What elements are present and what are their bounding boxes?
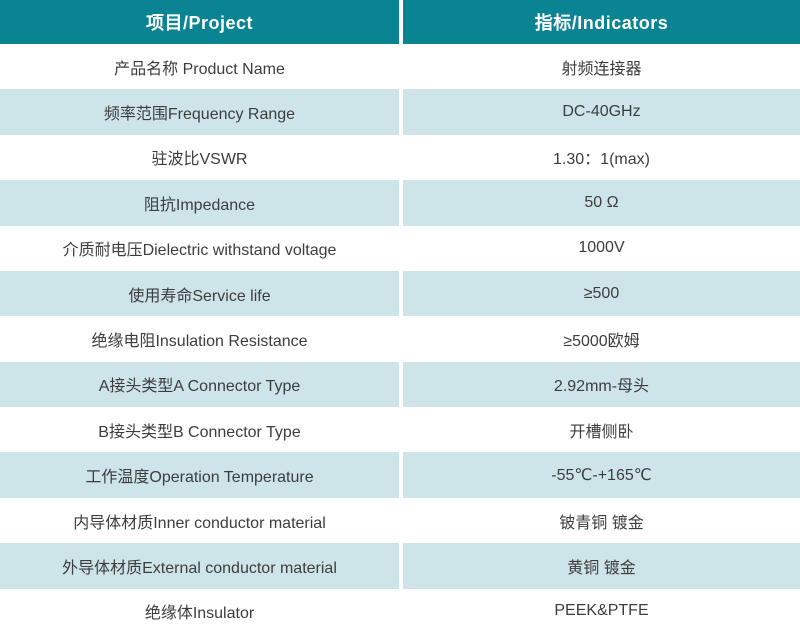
table-row: A接头类型A Connector Type 2.92mm-母头 (0, 361, 800, 408)
indicator-cell: 开槽侧卧 (403, 407, 800, 453)
project-cell: 产品名称 Product Name (0, 44, 399, 90)
project-cell: 绝缘电阻Insulation Resistance (0, 316, 399, 362)
table-row: B接头类型B Connector Type 开槽侧卧 (0, 407, 800, 453)
project-cell: A接头类型A Connector Type (0, 361, 399, 408)
project-cell: 绝缘体Insulator (0, 588, 399, 634)
column-header-project: 项目/Project (0, 0, 399, 44)
table-row: 绝缘体Insulator PEEK&PTFE (0, 588, 800, 634)
table-row: 阻抗Impedance 50 Ω (0, 180, 800, 226)
project-cell: 驻波比VSWR (0, 134, 399, 181)
project-cell: 阻抗Impedance (0, 180, 399, 226)
table-row: 介质耐电压Dielectric withstand voltage 1000V (0, 225, 800, 271)
project-cell: 内导体材质Inner conductor material (0, 497, 399, 544)
table-row: 外导体材质External conductor material 黄铜 镀金 (0, 543, 800, 589)
indicator-cell: DC-40GHz (403, 89, 800, 135)
indicator-cell: 黄铜 镀金 (403, 543, 800, 589)
indicator-cell: ≥500 (403, 270, 800, 317)
table-header-row: 项目/Project 指标/Indicators (0, 0, 800, 44)
indicator-cell: 1000V (403, 225, 800, 271)
project-cell: 介质耐电压Dielectric withstand voltage (0, 225, 399, 271)
indicator-cell: 铍青铜 镀金 (403, 497, 800, 544)
indicator-cell: PEEK&PTFE (403, 588, 800, 634)
table-row: 使用寿命Service life ≥500 (0, 270, 800, 317)
project-cell: 频率范围Frequency Range (0, 89, 399, 135)
project-cell: B接头类型B Connector Type (0, 407, 399, 453)
column-header-indicators: 指标/Indicators (403, 0, 800, 44)
table-row: 产品名称 Product Name 射频连接器 (0, 44, 800, 90)
indicator-cell: 50 Ω (403, 180, 800, 226)
project-cell: 工作温度Operation Temperature (0, 452, 399, 498)
table-row: 工作温度Operation Temperature -55℃-+165℃ (0, 452, 800, 498)
indicator-cell: 2.92mm-母头 (403, 361, 800, 408)
indicator-cell: 1.30：1(max) (403, 134, 800, 181)
table-row: 内导体材质Inner conductor material 铍青铜 镀金 (0, 497, 800, 544)
indicator-cell: 射频连接器 (403, 44, 800, 90)
indicator-cell: ≥5000欧姆 (403, 316, 800, 362)
project-cell: 外导体材质External conductor material (0, 543, 399, 589)
table-row: 频率范围Frequency Range DC-40GHz (0, 89, 800, 135)
table-row: 绝缘电阻Insulation Resistance ≥5000欧姆 (0, 316, 800, 362)
table-row: 驻波比VSWR 1.30：1(max) (0, 134, 800, 181)
project-cell: 使用寿命Service life (0, 270, 399, 317)
indicator-cell: -55℃-+165℃ (403, 452, 800, 498)
